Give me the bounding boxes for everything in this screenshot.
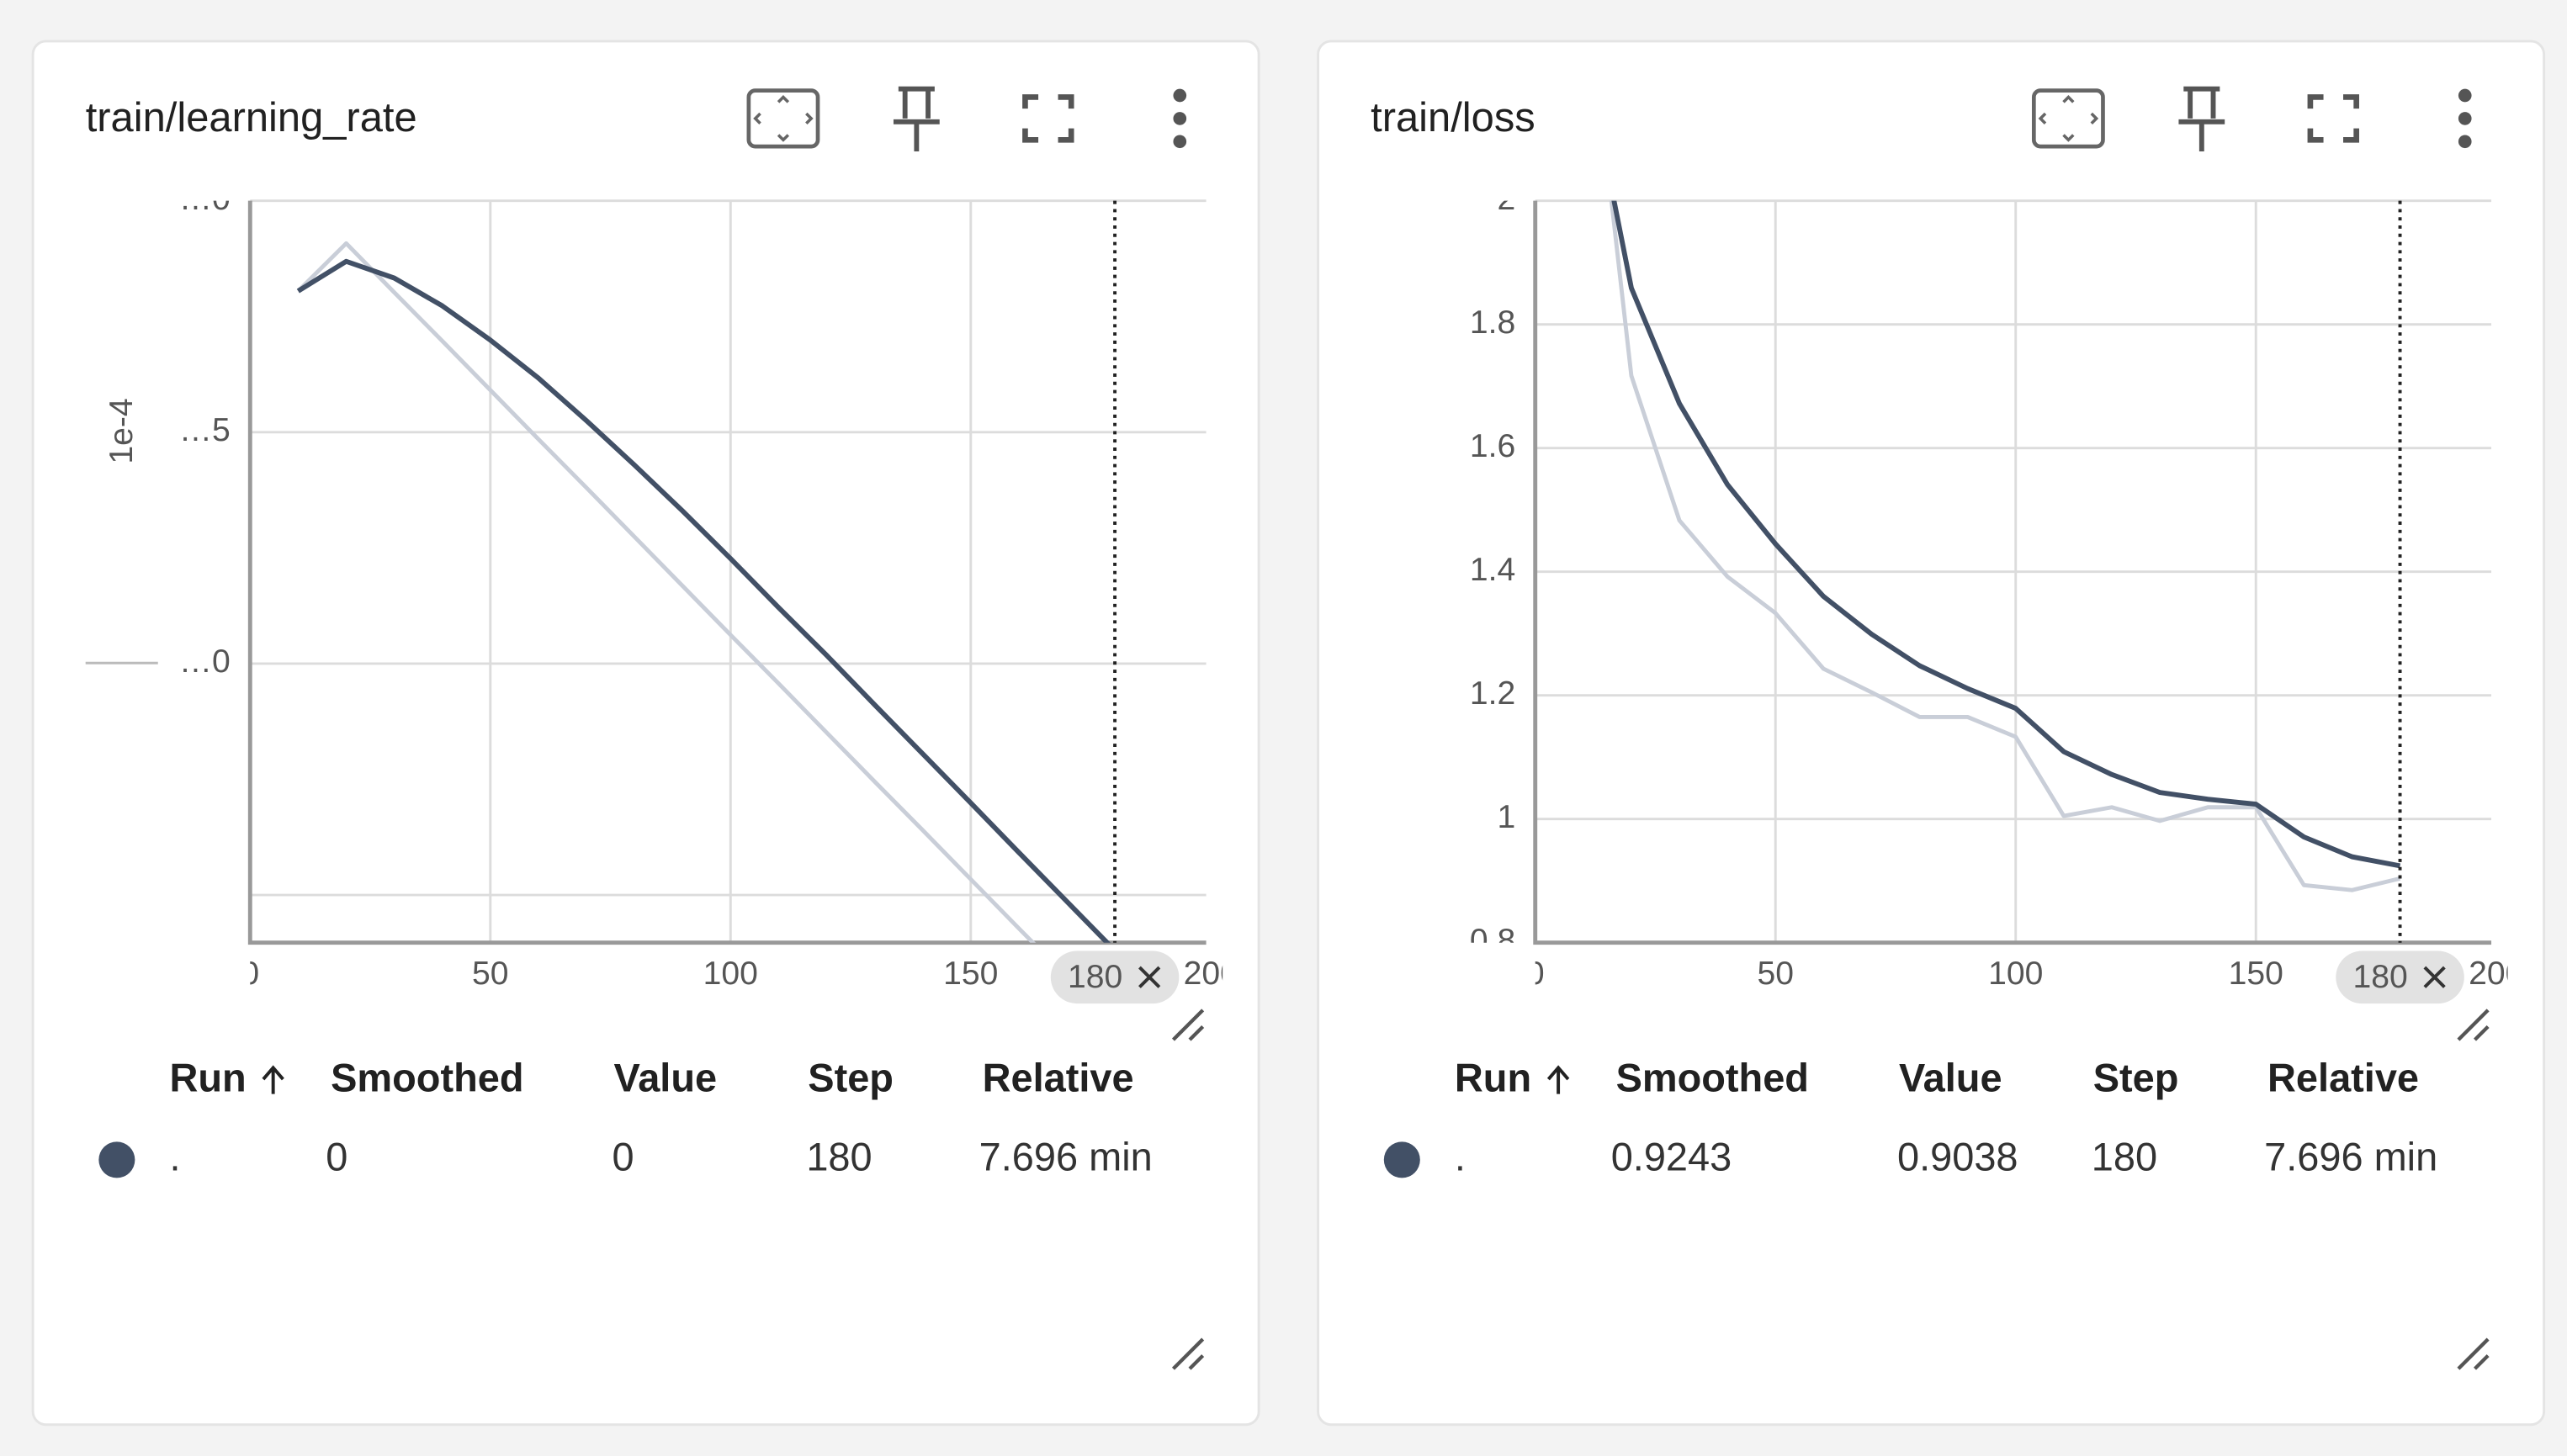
- line: [296, 241, 1037, 943]
- chip-close[interactable]: [2423, 966, 2446, 988]
- menu-button[interactable]: [2458, 88, 2472, 149]
- table-cell: .: [169, 1135, 180, 1178]
- x-tick-label: 200: [2469, 956, 2523, 992]
- cursor-step: 180: [1068, 959, 1122, 995]
- y-tick-label: 0.8: [1470, 923, 1515, 959]
- sort-arrow: [1546, 1065, 1570, 1094]
- axis-line: [247, 200, 1207, 945]
- table-cell: 0: [326, 1135, 347, 1178]
- table-cell: 180: [806, 1135, 872, 1178]
- table-cell: 7.696 min: [979, 1135, 1153, 1178]
- x-tick-labels: 0 50 100 150 200: [241, 956, 1238, 992]
- table-header: Smoothed: [331, 1056, 523, 1099]
- line: [296, 258, 1111, 943]
- card-title: train/loss: [1371, 95, 1535, 140]
- card: [1317, 40, 2546, 1427]
- table-header: Value: [614, 1056, 718, 1099]
- y-tick-label: 1.4: [1470, 552, 1515, 588]
- table-header: Step: [2093, 1056, 2179, 1099]
- table-header: Step: [808, 1056, 894, 1099]
- table-header: Smoothed: [1616, 1056, 1809, 1099]
- plot-area: [1609, 200, 2401, 892]
- x-tick-label: 150: [2229, 956, 2283, 992]
- x-tick-label: 100: [1988, 956, 2043, 992]
- x-tick-label: 150: [943, 956, 998, 992]
- table-header: Run: [1455, 1056, 1531, 1099]
- y-tick-label: 1.6: [1470, 428, 1515, 464]
- table-cell: .: [1455, 1135, 1466, 1178]
- table-header: Run: [169, 1056, 246, 1099]
- x-tick-label: 0: [1526, 956, 1545, 992]
- y-tick-label: 1.2: [1470, 675, 1515, 712]
- x-tick-labels: 0 50 100 150 200: [1526, 956, 2523, 992]
- x-tick-label: 50: [472, 956, 509, 992]
- run-dot: [98, 1141, 135, 1178]
- y-tick-label: 2: [1497, 181, 1515, 217]
- y-tick-label: …0: [179, 643, 231, 680]
- sort-arrow: [262, 1065, 284, 1094]
- y-tick-label: 1: [1497, 799, 1515, 835]
- table-cell: 7.696 min: [2264, 1135, 2437, 1178]
- menu-button[interactable]: [1173, 88, 1187, 149]
- table-cell: 0.9243: [1611, 1135, 1732, 1178]
- table-cell: 0.9038: [1897, 1135, 2018, 1178]
- y-tick-label: …0: [179, 181, 231, 217]
- run-dot: [1383, 1141, 1420, 1178]
- x-tick-label: 100: [703, 956, 758, 992]
- axis-line: [1533, 200, 2492, 945]
- x-tick-label: 0: [241, 956, 259, 992]
- y-axis-label: 1e-4: [103, 398, 140, 463]
- x-tick-label: 50: [1757, 956, 1794, 992]
- cursor-chip[interactable]: [1050, 950, 1180, 1004]
- y-tick-label: …5: [179, 412, 231, 448]
- y-tick-labels: …0 …5 …0: [179, 181, 231, 680]
- chip-close[interactable]: [1138, 966, 1161, 988]
- table-cell: 180: [2092, 1135, 2157, 1178]
- table-header: Value: [1899, 1056, 2002, 1099]
- y-tick-label: 1.8: [1470, 304, 1515, 341]
- card: [31, 40, 1260, 1427]
- line: [1609, 200, 2401, 892]
- cursor-step: 180: [2352, 959, 2407, 995]
- card-title: train/learning_rate: [86, 95, 417, 140]
- x-tick-label: 200: [1184, 956, 1238, 992]
- cursor-chip[interactable]: [2336, 950, 2464, 1004]
- cards: train/learning_rate1e-4…0…5…005010015020…: [31, 40, 2546, 1427]
- y-tick-labels: 0.8 1 1.2 1.4 1.6 1.8 2: [1470, 181, 1515, 959]
- plot-area: [296, 241, 1111, 943]
- table-header: Relative: [983, 1056, 1134, 1099]
- line: [1611, 200, 2401, 869]
- table-header: Relative: [2267, 1056, 2419, 1099]
- table-cell: 0: [613, 1135, 634, 1178]
